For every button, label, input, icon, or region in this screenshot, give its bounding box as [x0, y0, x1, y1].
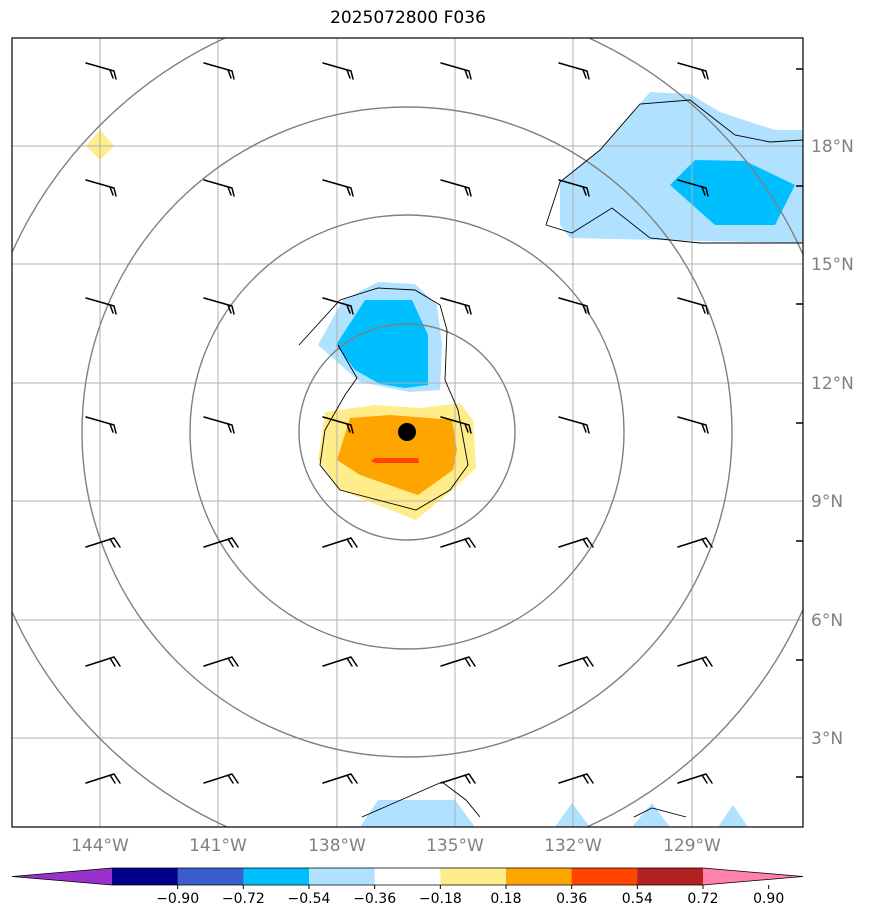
lat-label: 9°N [811, 492, 843, 512]
wind-barb [203, 537, 239, 548]
wind-barb [85, 656, 121, 667]
wind-barb [440, 773, 476, 784]
wind-barb [558, 416, 590, 434]
wind-barb [203, 297, 235, 315]
map-frame [11, 37, 804, 828]
lat-label: 18°N [811, 137, 854, 157]
wind-barb [677, 537, 713, 548]
lon-label: 129°W [663, 836, 721, 856]
wind-barb [677, 297, 709, 315]
latitude-labels: 18°N 15°N 12°N 9°N 6°N 3°N [811, 137, 854, 749]
wind-barb [677, 773, 713, 784]
contour-lines [298, 99, 803, 818]
storm-center-marker [398, 423, 416, 441]
wind-barb [85, 179, 117, 197]
colorbar-segment [440, 868, 507, 885]
wind-barb [677, 179, 709, 197]
wind-barb [558, 537, 594, 548]
colorbar-segment [637, 868, 704, 885]
wind-barb [203, 416, 235, 434]
right-ticks [796, 68, 803, 778]
colorbar-tick-label: 0.36 [556, 891, 587, 907]
colorbar-segment [177, 868, 244, 885]
wind-barb [558, 656, 594, 667]
wind-barb [440, 179, 472, 197]
colorbar-outline [11, 867, 804, 886]
colorbar-tick-label: 0.72 [687, 891, 718, 907]
lon-label: 138°W [308, 836, 366, 856]
wind-barb [677, 656, 713, 667]
lon-label: 132°W [544, 836, 602, 856]
wind-barb [440, 537, 476, 548]
wind-barb [322, 416, 354, 434]
gridlines [12, 38, 803, 827]
wind-barb [558, 773, 594, 784]
colorbar-segment [506, 868, 573, 885]
lat-label: 15°N [811, 255, 854, 275]
wind-barb [85, 62, 117, 80]
wind-barb [203, 62, 235, 80]
colorbar-segment [309, 868, 376, 885]
fill-light-blue-se2 [632, 803, 670, 827]
colorbar-segment [243, 868, 310, 885]
wind-barb [85, 416, 117, 434]
range-rings [12, 38, 803, 827]
colorbar-extend-low [12, 868, 112, 885]
colorbar-segment [112, 868, 179, 885]
wind-barb [203, 773, 239, 784]
lat-label: 12°N [811, 374, 854, 394]
wind-barb [203, 656, 239, 667]
fill-light-blue-south [360, 800, 475, 827]
fill-blue-ne [670, 160, 795, 225]
fill-orange-center [337, 415, 457, 495]
colorbar-tick-label: 0.54 [622, 891, 653, 907]
lon-label: 141°W [189, 836, 247, 856]
wind-barb [322, 62, 354, 80]
wind-barb [322, 297, 354, 315]
map-title: 2025072800 F036 [330, 8, 486, 28]
lon-label: 135°W [426, 836, 484, 856]
wind-barb [677, 62, 709, 80]
wind-barb [677, 416, 709, 434]
colorbar-tick-label: 0.18 [490, 891, 521, 907]
colorbar-tick-label: −0.36 [353, 891, 396, 907]
lat-label: 6°N [811, 611, 843, 631]
wind-barb [440, 656, 476, 667]
lat-label: 3°N [811, 729, 843, 749]
wind-barb [440, 297, 472, 315]
wind-barbs [85, 62, 713, 784]
wind-barb [85, 773, 121, 784]
colorbar-segment [571, 868, 638, 885]
map-area [12, 38, 803, 827]
colorbar-segment [374, 868, 441, 885]
wind-barb [85, 537, 121, 548]
lon-label: 144°W [71, 836, 129, 856]
wind-barb [440, 62, 472, 80]
longitude-labels: 144°W 141°W 138°W 135°W 132°W 129°W [71, 836, 721, 856]
wind-barb [558, 179, 590, 197]
wind-barb [322, 537, 358, 548]
anomaly-fills [86, 92, 803, 827]
colorbar-tick-label: −0.18 [419, 891, 462, 907]
colorbar-tick-label: 0.90 [753, 891, 784, 907]
colorbar-tick-label: −0.72 [222, 891, 265, 907]
fill-red-center [371, 458, 419, 463]
wind-barb [558, 62, 590, 80]
wind-barb [203, 179, 235, 197]
wind-barb [85, 297, 117, 315]
colorbar-tick-label: −0.90 [156, 891, 199, 907]
fill-light-blue-se3 [718, 805, 748, 827]
colorbar-tick-label: −0.54 [288, 891, 331, 907]
fill-blue-center [336, 300, 428, 388]
wind-barb [558, 297, 590, 315]
wind-barb [322, 656, 358, 667]
wind-barb [322, 179, 354, 197]
colorbar: −0.90 −0.72 −0.54 −0.36 −0.18 0.18 0.36 0.54 0.7… [11, 867, 804, 907]
colorbar-extend-high [703, 868, 803, 885]
wind-barb [440, 416, 472, 434]
wind-barb [322, 773, 358, 784]
